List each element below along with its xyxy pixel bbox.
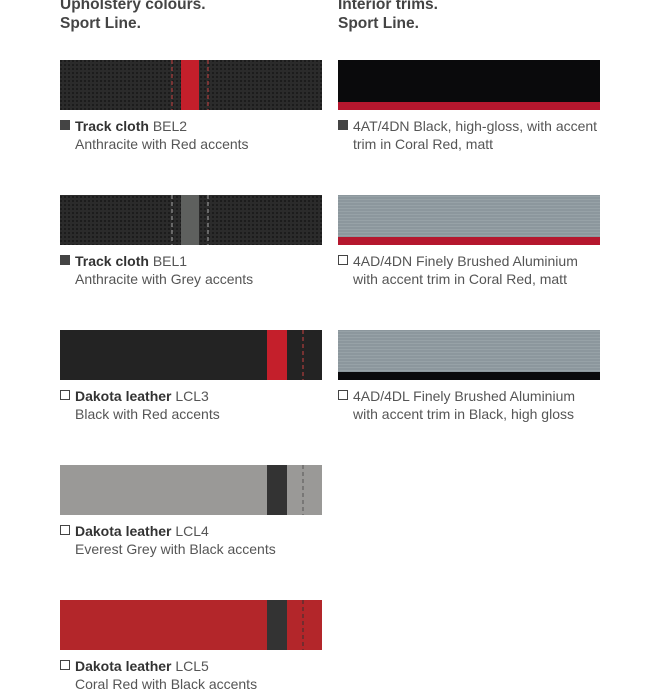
item-code: BEL1	[152, 253, 188, 269]
caption-line: Dakota leather LCL3	[60, 387, 220, 405]
caption-line: with accent trim in Black, high gloss	[353, 406, 574, 422]
swatch	[338, 60, 600, 110]
caption-line: trim in Coral Red, matt	[353, 136, 494, 152]
item-description: Coral Red with Black accents	[75, 676, 258, 692]
swatch	[60, 600, 322, 650]
heading-line: Interior trims.	[338, 0, 438, 13]
caption: 4AD/4DN Finely Brushed Aluminium with acc…	[338, 252, 578, 288]
swatch	[338, 195, 600, 245]
item-code: LCL3	[175, 388, 209, 404]
checkbox	[338, 255, 348, 265]
swatch	[60, 195, 322, 245]
caption-line: Track cloth BEL2	[60, 117, 249, 135]
heading: Upholstery colours. Sport Line.	[60, 0, 206, 33]
item-name: Dakota leather	[75, 658, 172, 674]
caption-line: Dakota leather LCL5	[60, 657, 257, 675]
caption: Dakota leather LCL4 Everest Grey with Bla…	[60, 522, 276, 558]
caption: Dakota leather LCL5 Coral Red with Black …	[60, 657, 257, 693]
item-description: Anthracite with Grey accents	[75, 271, 254, 287]
caption-line: 4AD/4DN Finely Brushed Aluminium	[353, 253, 578, 269]
item-name: Dakota leather	[75, 388, 172, 404]
caption-line: 4AT/4DN Black, high-gloss, with accent	[353, 118, 598, 134]
item-description: Black with Red accents	[75, 406, 220, 422]
heading: Interior trims. Sport Line.	[338, 0, 438, 33]
checkbox	[60, 255, 70, 265]
item-description: Anthracite with Red accents	[75, 136, 249, 152]
caption-line: Track cloth BEL1	[60, 252, 253, 270]
heading-line: Upholstery colours.	[60, 0, 206, 13]
checkbox	[60, 660, 70, 670]
item-name: Dakota leather	[75, 523, 172, 539]
heading-line: Sport Line.	[338, 15, 419, 32]
item-code: BEL2	[152, 118, 188, 134]
caption: 4AD/4DL Finely Brushed Aluminium with acc…	[338, 387, 575, 423]
swatch	[60, 330, 322, 380]
caption: Track cloth BEL2 Anthracite with Red acce…	[60, 117, 249, 153]
item-name: Track cloth	[75, 253, 149, 269]
caption-line: with accent trim in Coral Red, matt	[353, 271, 567, 287]
checkbox	[338, 390, 348, 400]
item-code: LCL4	[175, 523, 209, 539]
caption-line: Dakota leather LCL4	[60, 522, 276, 540]
checkbox	[60, 120, 70, 130]
swatch	[338, 330, 600, 380]
item-description: Everest Grey with Black accents	[75, 541, 276, 557]
checkbox	[60, 390, 70, 400]
caption: Dakota leather LCL3 Black with Red accent…	[60, 387, 220, 423]
item-code: LCL5	[175, 658, 209, 674]
swatch	[60, 60, 322, 110]
heading-line: Sport Line.	[60, 15, 141, 32]
swatch	[60, 465, 322, 515]
checkbox	[60, 525, 70, 535]
caption-line: 4AD/4DL Finely Brushed Aluminium	[353, 388, 576, 404]
item-name: Track cloth	[75, 118, 149, 134]
caption: Track cloth BEL1 Anthracite with Grey acc…	[60, 252, 253, 288]
caption: 4AT/4DN Black, high-gloss, with accent tr…	[338, 117, 597, 153]
checkbox	[338, 120, 348, 130]
